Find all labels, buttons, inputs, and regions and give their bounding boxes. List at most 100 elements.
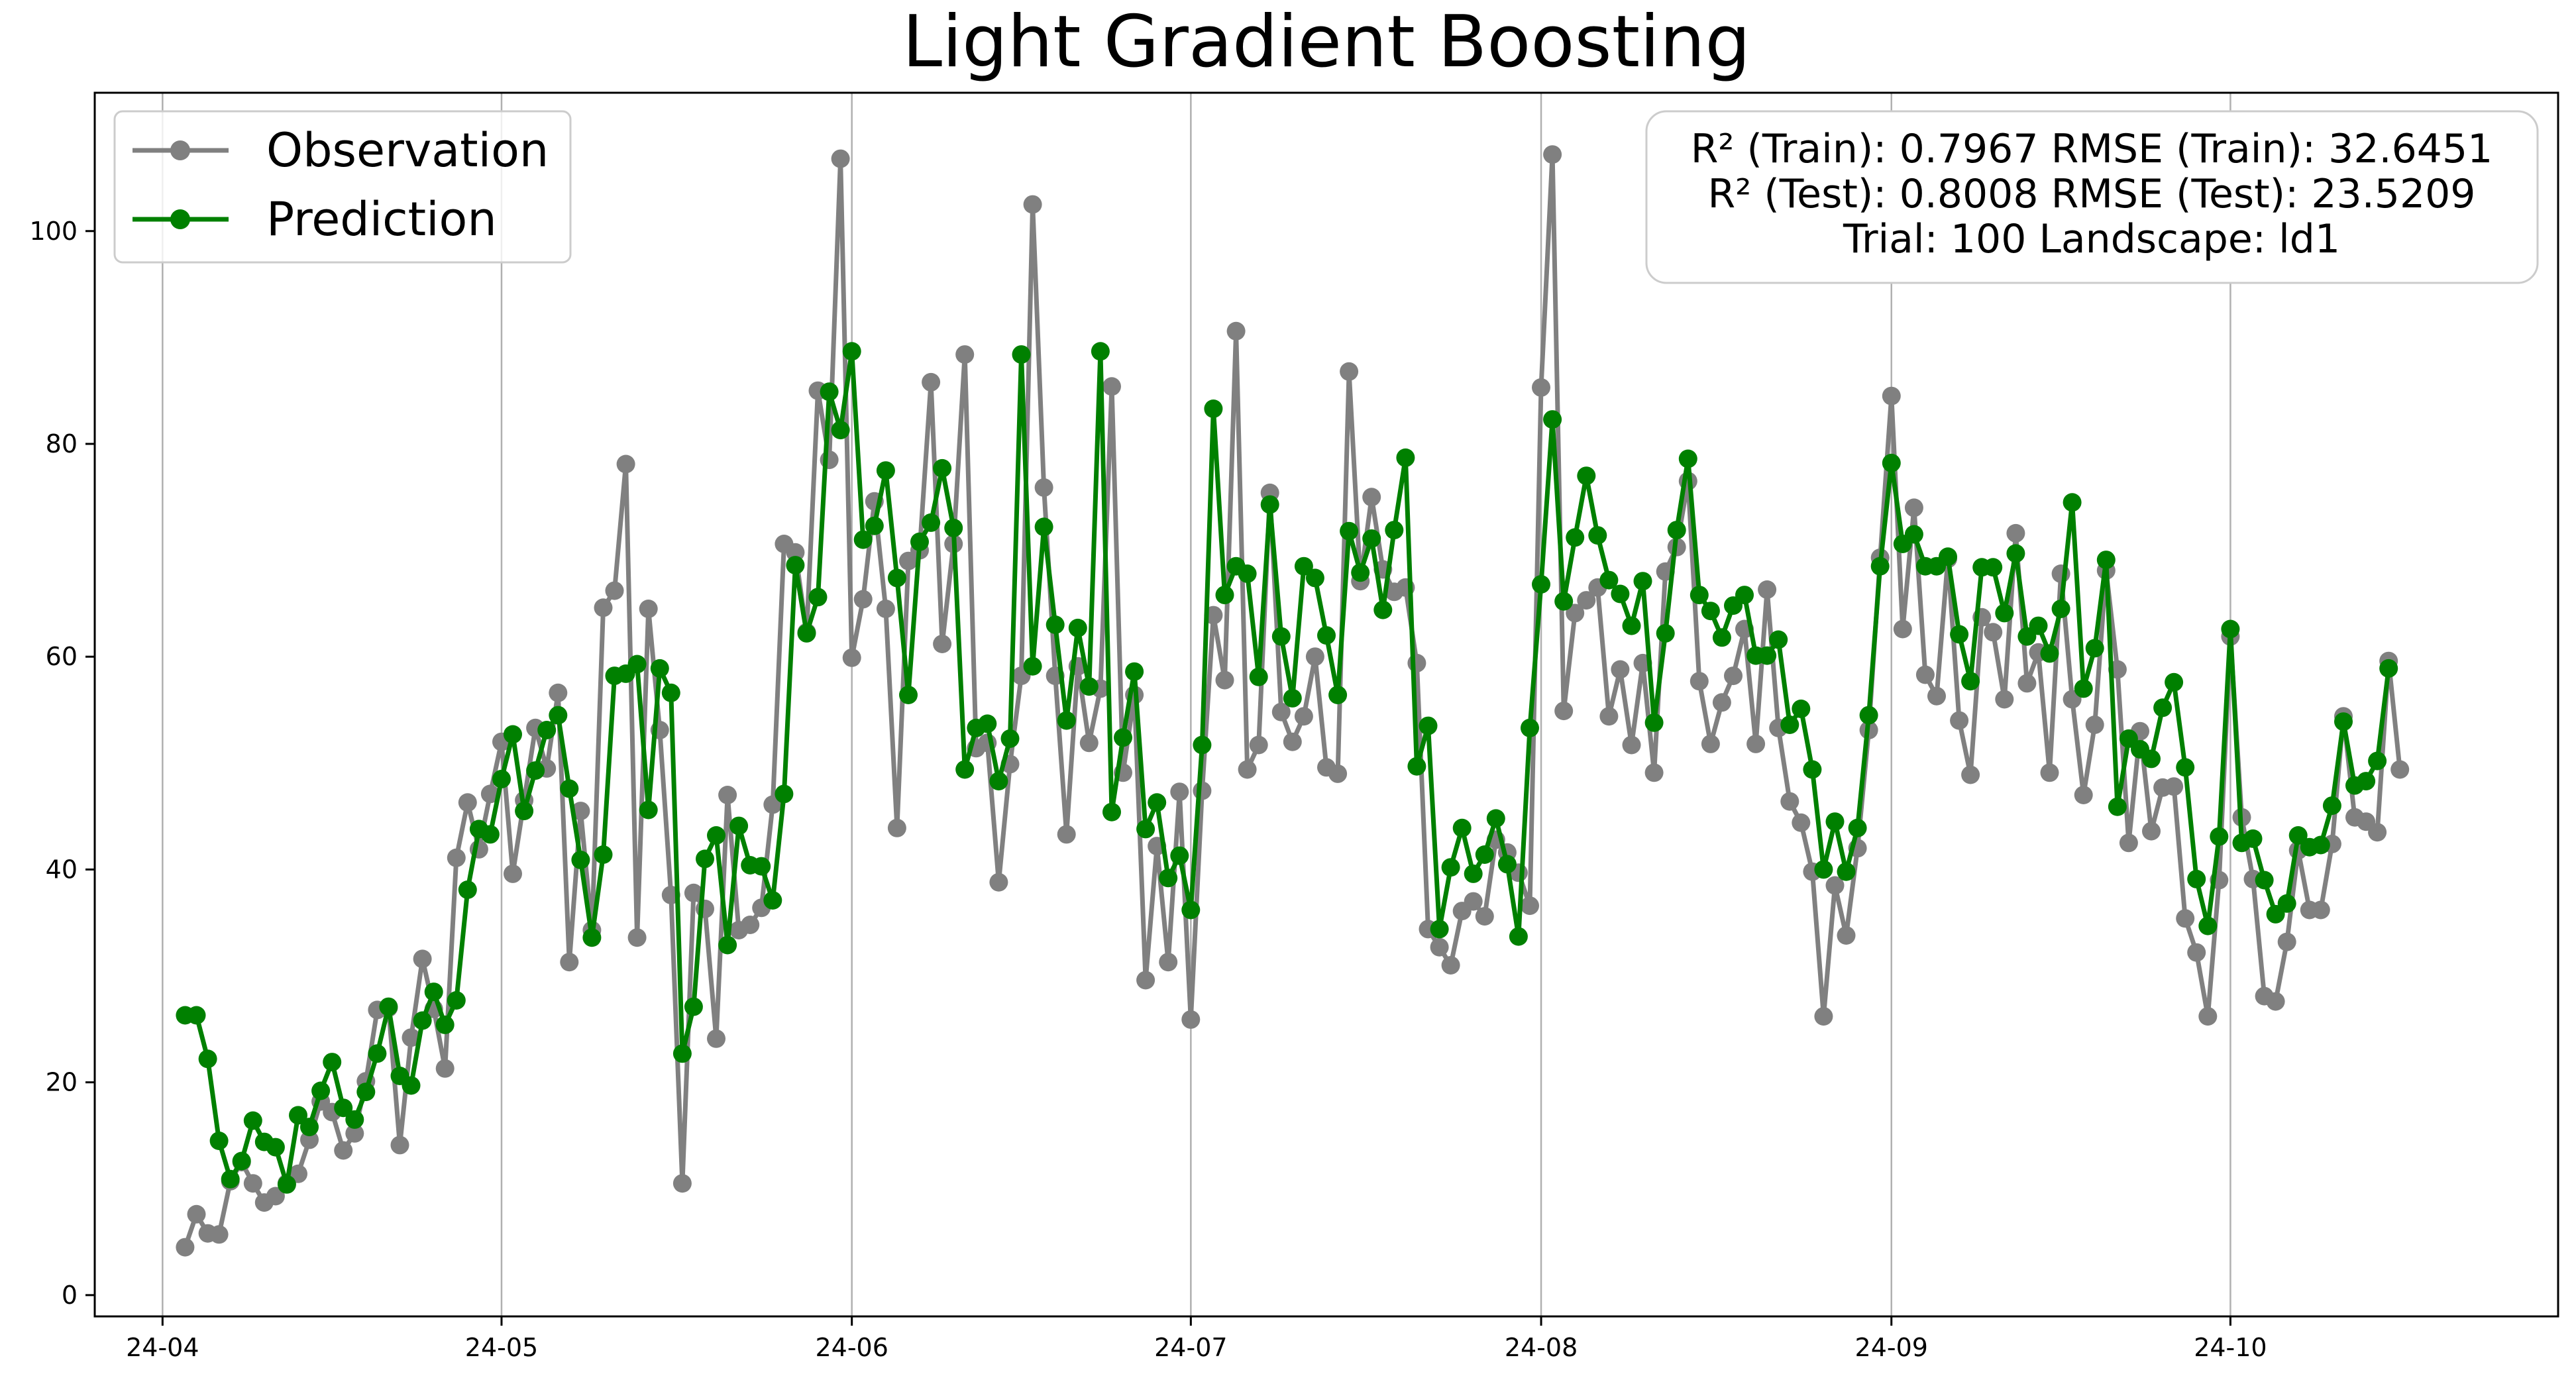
- data-point-prediction: [368, 1044, 387, 1063]
- data-point-observation: [266, 1187, 285, 1206]
- data-point-observation: [1724, 666, 1743, 686]
- data-point-observation: [786, 543, 805, 562]
- data-point-prediction: [707, 826, 725, 845]
- plot-frame: [93, 91, 2559, 1318]
- data-point-prediction: [978, 714, 997, 733]
- data-point-prediction: [2165, 672, 2184, 692]
- data-point-observation: [1915, 665, 1935, 684]
- series-prediction: [176, 342, 2398, 1194]
- metrics-annotation-line-1: R² (Train): 0.7967 RMSE (Train): 32.6451: [1691, 126, 2493, 172]
- data-point-prediction: [1939, 547, 1957, 566]
- data-point-prediction: [2040, 644, 2059, 663]
- data-point-prediction: [1848, 818, 1867, 837]
- data-point-observation: [627, 928, 647, 947]
- data-point-prediction: [922, 513, 941, 532]
- data-point-observation: [1193, 781, 1212, 800]
- data-point-observation: [480, 784, 500, 804]
- metrics-annotation-line-3: Trial: 100 Landscape: ld1: [1843, 216, 2340, 262]
- data-point-observation: [2311, 900, 2330, 920]
- data-point-observation: [933, 635, 952, 653]
- data-point-prediction: [504, 725, 522, 744]
- data-point-prediction: [661, 683, 680, 702]
- data-point-prediction: [1566, 528, 1585, 547]
- data-point-prediction: [1690, 586, 1709, 605]
- data-point-prediction: [910, 532, 929, 551]
- data-point-prediction: [1407, 757, 1426, 776]
- data-point-prediction: [1351, 563, 1370, 582]
- data-point-observation: [2006, 523, 2025, 543]
- x-tick-label: 24-09: [1855, 1333, 1928, 1362]
- data-point-observation: [1577, 591, 1596, 610]
- data-point-observation: [684, 883, 703, 902]
- data-point-prediction: [853, 530, 873, 549]
- data-point-observation: [1464, 892, 1483, 911]
- data-point-observation: [594, 598, 613, 617]
- data-point-prediction: [1961, 672, 1980, 691]
- data-point-prediction: [1102, 802, 1121, 822]
- series-line-prediction: [185, 348, 2391, 1187]
- data-point-observation: [2266, 992, 2285, 1011]
- data-point-observation: [1238, 760, 1257, 779]
- data-point-prediction: [1803, 760, 1822, 779]
- data-point-prediction: [2187, 869, 2206, 888]
- data-point-prediction: [1950, 625, 1969, 644]
- data-point-observation: [1554, 702, 1574, 721]
- data-point-observation: [1362, 488, 1381, 507]
- data-point-prediction: [1769, 630, 1788, 649]
- data-point-prediction: [797, 623, 816, 643]
- data-point-observation: [1995, 690, 2014, 709]
- data-point-prediction: [1136, 820, 1155, 839]
- data-point-prediction: [435, 1015, 455, 1034]
- data-point-prediction: [639, 800, 658, 820]
- data-point-observation: [1758, 580, 1777, 599]
- data-point-prediction: [480, 825, 500, 844]
- data-point-observation: [1893, 619, 1912, 639]
- data-point-observation: [1034, 478, 1053, 497]
- data-point-observation: [955, 345, 975, 364]
- data-point-prediction: [1792, 699, 1811, 718]
- data-point-prediction: [2221, 619, 2240, 639]
- data-point-prediction: [1215, 586, 1234, 605]
- data-point-prediction: [2198, 916, 2218, 935]
- data-point-prediction: [356, 1083, 376, 1102]
- data-point-observation: [1170, 782, 1189, 802]
- data-point-prediction: [594, 845, 613, 864]
- data-point-prediction: [627, 655, 647, 674]
- data-point-prediction: [379, 997, 398, 1016]
- data-point-prediction: [1532, 575, 1550, 594]
- data-point-observation: [2368, 823, 2387, 842]
- data-point-observation: [1837, 926, 1856, 945]
- legend-swatch-marker: [170, 140, 190, 160]
- data-point-prediction: [955, 760, 975, 779]
- data-point-observation: [1441, 956, 1460, 975]
- data-point-prediction: [1362, 529, 1381, 548]
- data-point-observation: [1215, 670, 1234, 690]
- data-point-observation: [842, 648, 861, 667]
- data-point-prediction: [820, 382, 839, 401]
- data-point-prediction: [1486, 809, 1505, 828]
- data-point-prediction: [1712, 628, 1731, 647]
- data-point-prediction: [1396, 448, 1415, 467]
- data-point-observation: [1521, 896, 1539, 916]
- y-tick-label: 20: [46, 1068, 78, 1097]
- data-point-prediction: [1159, 869, 1178, 888]
- data-point-prediction: [1181, 900, 1201, 920]
- data-point-observation: [707, 1029, 725, 1048]
- data-point-prediction: [1419, 716, 1438, 735]
- data-point-observation: [1271, 702, 1291, 721]
- x-tick-label: 24-06: [815, 1333, 888, 1362]
- data-point-prediction: [2322, 796, 2341, 816]
- data-point-prediction: [763, 891, 782, 910]
- data-point-observation: [616, 454, 635, 474]
- data-point-prediction: [2368, 751, 2387, 770]
- metrics-annotation: R² (Train): 0.7967 RMSE (Train): 32.6451…: [1645, 110, 2539, 284]
- data-point-prediction: [1430, 920, 1449, 939]
- data-point-prediction: [300, 1118, 319, 1137]
- metrics-annotation-box: [1645, 110, 2539, 284]
- data-point-prediction: [1497, 855, 1517, 874]
- data-point-prediction: [424, 982, 443, 1002]
- data-point-prediction: [1464, 864, 1483, 883]
- data-point-observation: [1950, 711, 1969, 730]
- data-point-observation: [1746, 734, 1766, 753]
- data-point-prediction: [1023, 657, 1042, 676]
